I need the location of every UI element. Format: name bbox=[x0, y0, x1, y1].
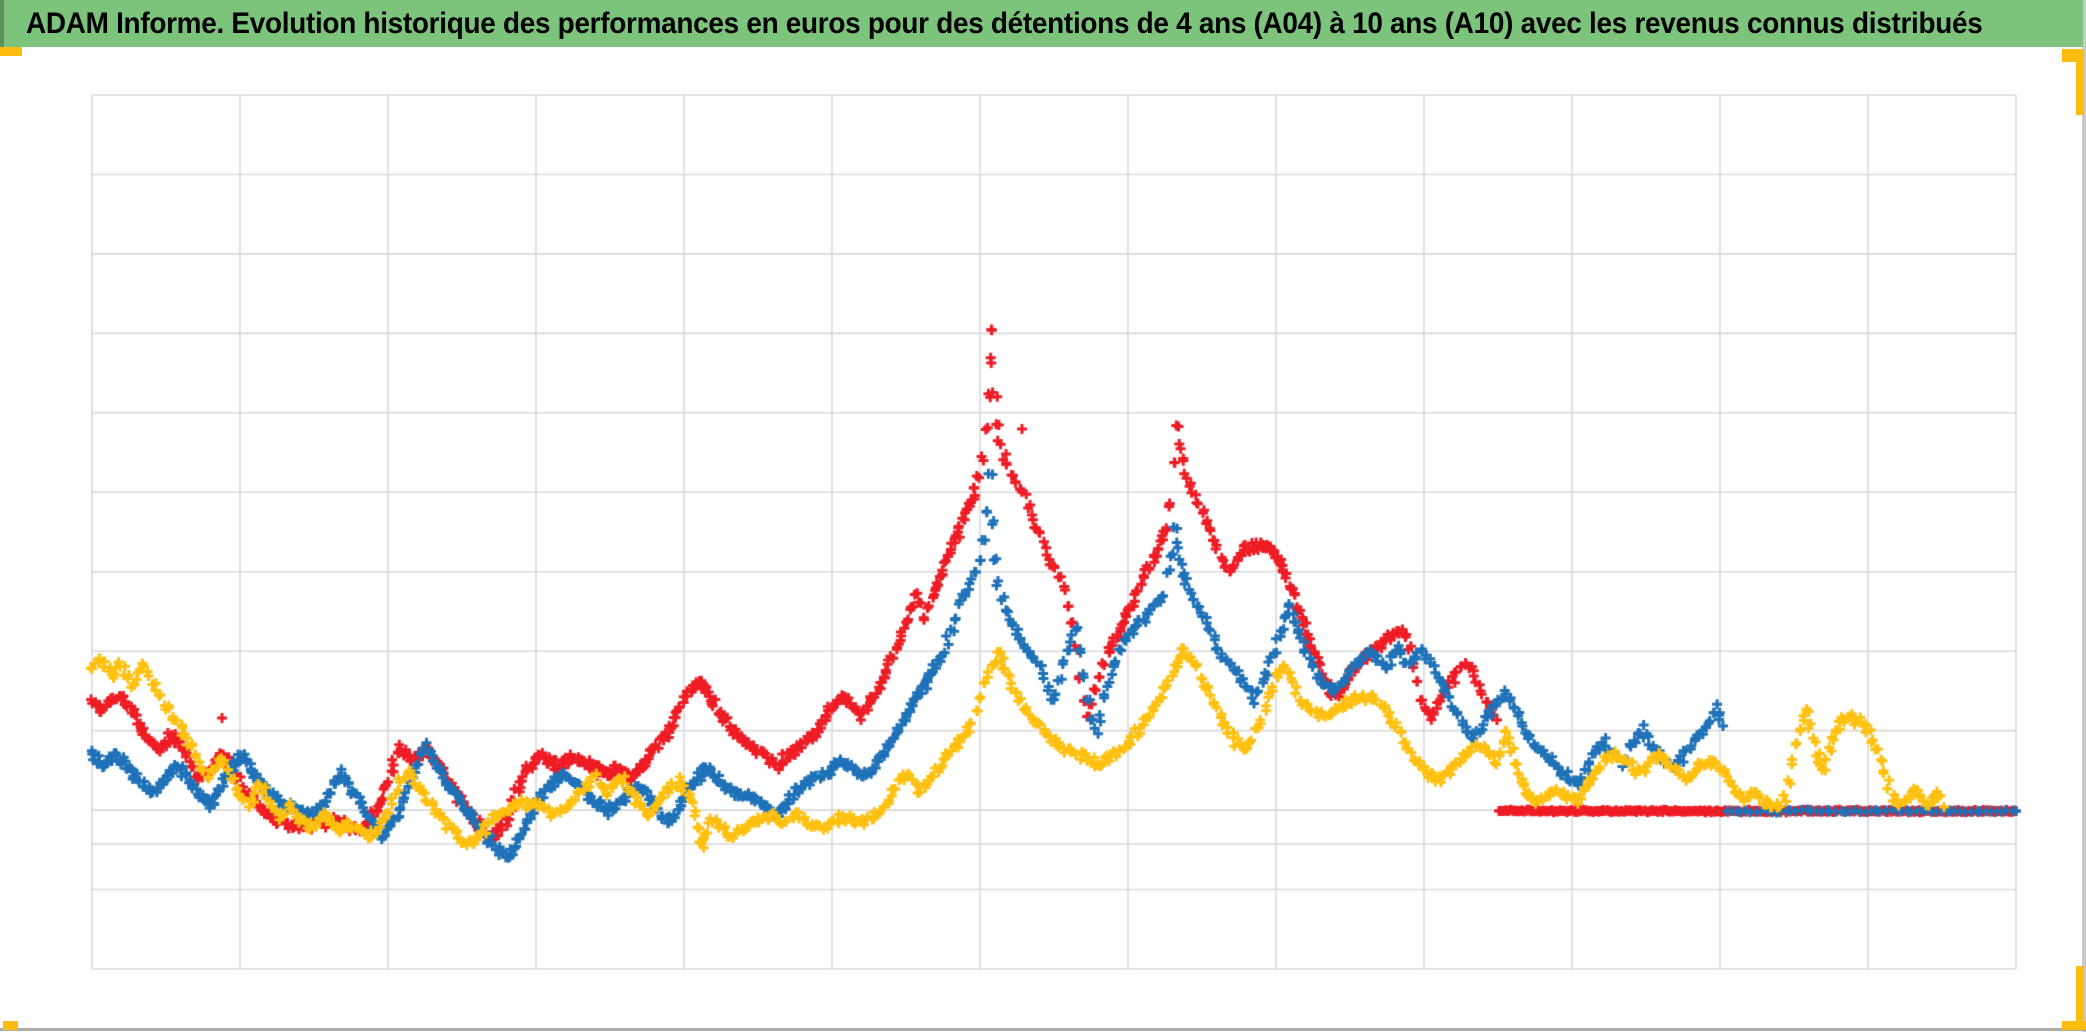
frame-corner-top-left bbox=[0, 47, 22, 56]
frame-corner-top-right-vertical bbox=[2076, 49, 2084, 115]
frame-corner-bottom-right-horizontal bbox=[2062, 1021, 2086, 1030]
report-title-bar: ADAM Informe. Evolution historique des p… bbox=[0, 0, 2083, 47]
screen-bottom-line bbox=[0, 1028, 2086, 1031]
screen-right-edge-line bbox=[2082, 0, 2086, 1032]
frame-corner-bottom-right-vertical bbox=[2076, 966, 2084, 1030]
report-title: ADAM Informe. Evolution historique des p… bbox=[26, 6, 1983, 40]
frame-corner-bottom-left bbox=[3, 1021, 18, 1030]
title-bar-left-edge bbox=[0, 0, 4, 47]
